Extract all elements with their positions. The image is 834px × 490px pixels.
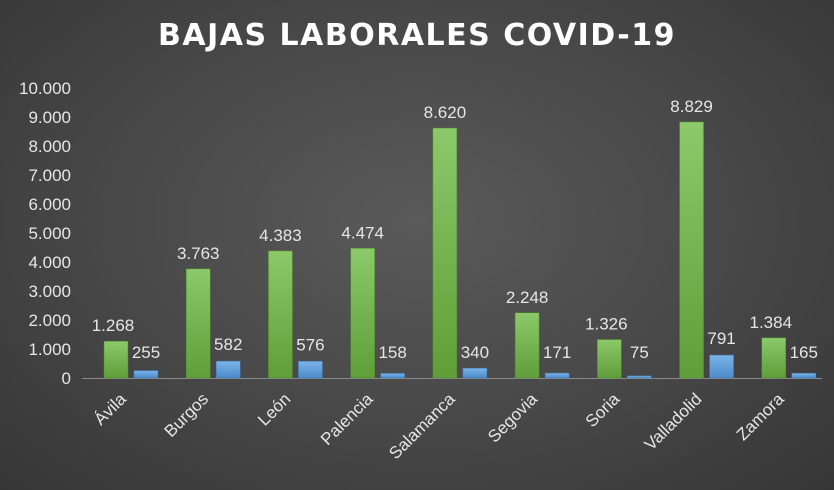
data-label-series-2-3: 158 xyxy=(378,343,406,362)
data-label-series-1-4: 8.620 xyxy=(424,103,467,122)
y-tick-label: 6.000 xyxy=(28,195,71,214)
y-tick-label: 3.000 xyxy=(28,282,71,301)
x-tick-label: León xyxy=(254,389,294,429)
y-tick-label: 2.000 xyxy=(28,311,71,330)
x-tick-label: Valladolid xyxy=(641,389,706,454)
data-label-series-2-4: 340 xyxy=(461,343,489,362)
bar-series-2-8 xyxy=(791,372,817,379)
y-tick-label: 9.000 xyxy=(28,108,71,127)
y-tick-label: 0 xyxy=(62,369,71,388)
x-tick-label: Burgos xyxy=(161,389,213,441)
bar-series-1-5 xyxy=(514,312,540,379)
bar-series-2-3 xyxy=(380,373,405,379)
x-tick-label: Salamanca xyxy=(385,389,459,463)
bar-series-2-7 xyxy=(709,354,734,379)
bar-series-2-0 xyxy=(133,370,159,379)
bar-series-1-7 xyxy=(679,121,704,379)
data-label-series-2-2: 576 xyxy=(296,335,324,354)
data-label-series-1-3: 4.474 xyxy=(341,223,384,242)
data-label-series-1-5: 2.248 xyxy=(506,288,549,307)
y-tick-label: 5.000 xyxy=(28,224,71,243)
bar-series-1-8 xyxy=(761,337,787,379)
x-tick-label: Ávila xyxy=(90,389,130,429)
data-label-series-2-5: 171 xyxy=(543,343,571,362)
data-label-series-2-8: 165 xyxy=(790,343,818,362)
bar-series-1-2 xyxy=(268,250,293,379)
data-label-series-2-6: 75 xyxy=(630,343,649,362)
data-label-series-1-2: 4.383 xyxy=(259,226,302,245)
bar-series-2-5 xyxy=(544,372,570,379)
bar-series-1-3 xyxy=(350,248,375,379)
data-label-series-2-0: 255 xyxy=(132,343,160,362)
data-label-series-2-1: 582 xyxy=(214,335,242,354)
y-tick-label: 1.000 xyxy=(28,340,71,359)
y-tick-label: 4.000 xyxy=(28,253,71,272)
y-tick-label: 7.000 xyxy=(28,166,71,185)
bar-series-2-2 xyxy=(298,361,323,379)
x-tick-label: Palencia xyxy=(317,389,377,449)
data-label-series-1-8: 1.384 xyxy=(750,313,793,332)
y-tick-label: 10.000 xyxy=(19,79,71,98)
data-label-series-1-7: 8.829 xyxy=(670,97,713,116)
data-label-series-1-1: 3.763 xyxy=(177,244,220,263)
bar-series-1-1 xyxy=(185,268,211,379)
bar-series-2-4 xyxy=(462,367,488,379)
bar-series-2-6 xyxy=(627,375,652,379)
bar-series-1-6 xyxy=(597,339,622,379)
bar-series-1-0 xyxy=(103,340,129,379)
x-tick-label: Soria xyxy=(582,389,624,431)
bar-series-2-1 xyxy=(215,360,241,379)
chart-title: BAJAS LABORALES COVID-19 xyxy=(158,18,676,53)
x-tick-label: Zamora xyxy=(733,389,788,444)
data-label-series-2-7: 791 xyxy=(707,329,735,348)
bar-series-1-4 xyxy=(432,127,458,379)
data-label-series-1-6: 1.326 xyxy=(585,315,628,334)
data-label-series-1-0: 1.268 xyxy=(92,316,135,335)
y-tick-label: 8.000 xyxy=(28,137,71,156)
x-tick-label: Segovia xyxy=(484,389,541,446)
